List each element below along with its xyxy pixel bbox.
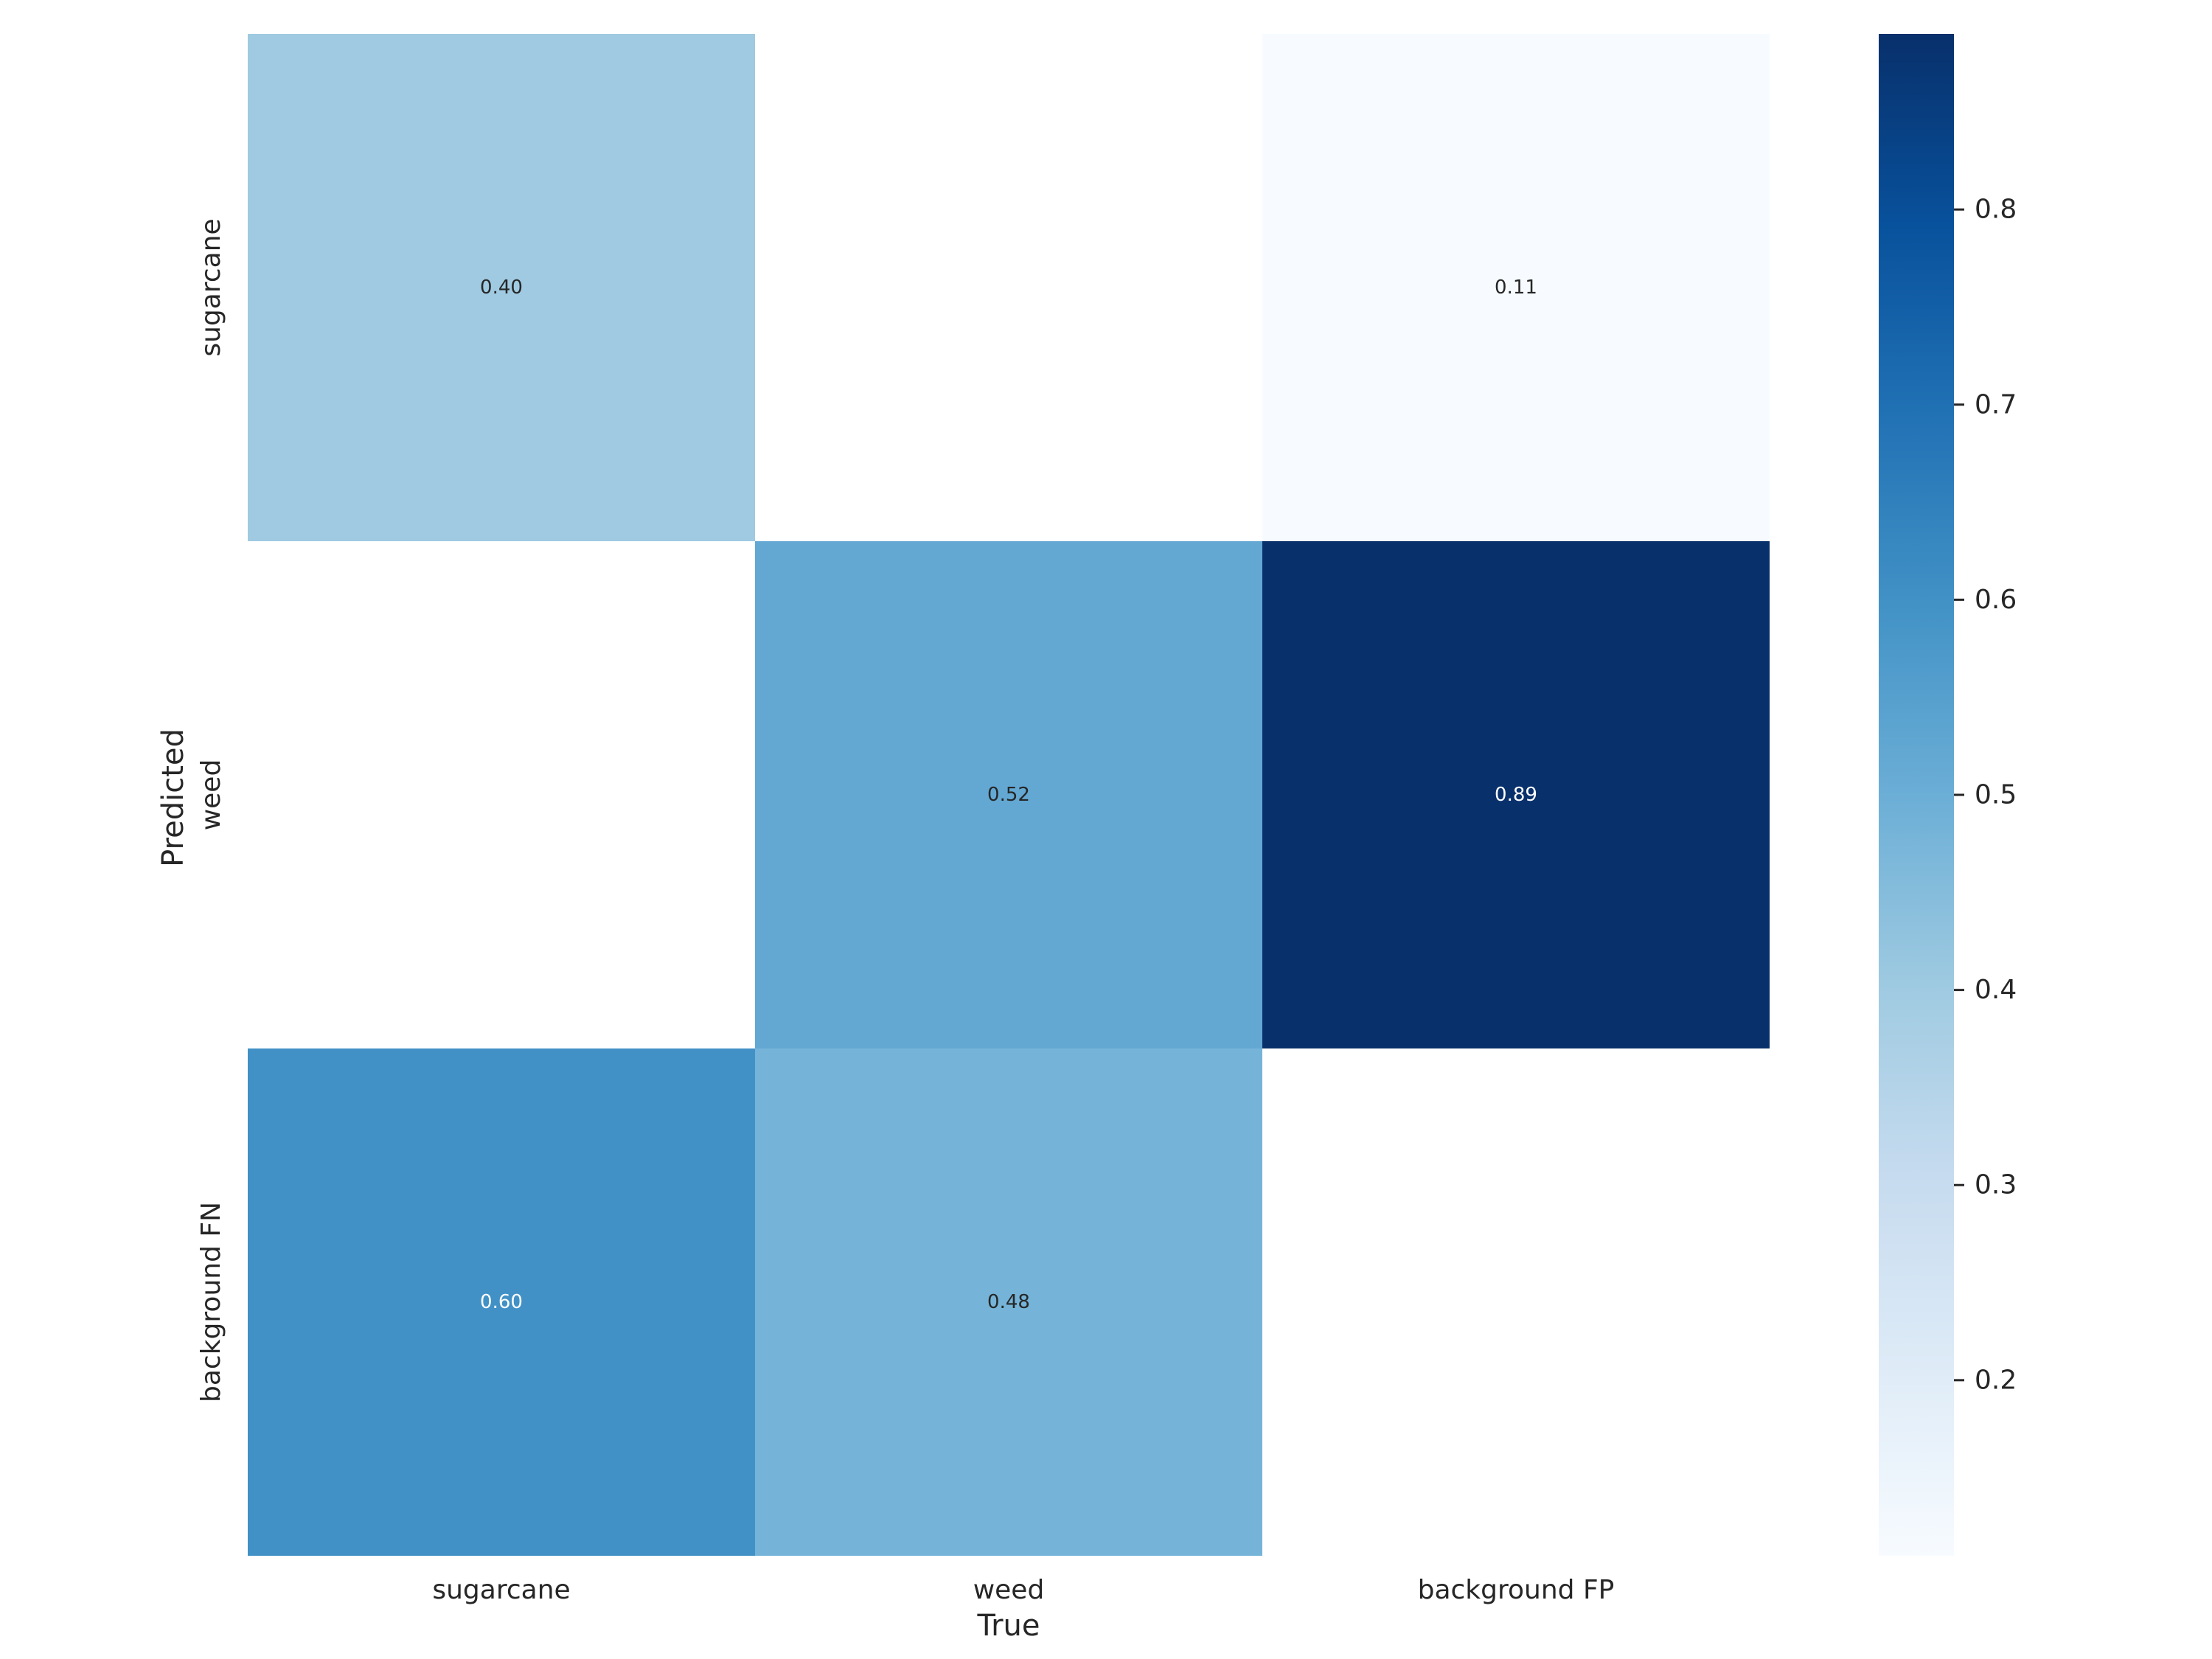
colorbar-tick-label: 0.2 (1975, 1365, 2017, 1395)
colorbar-tick-label: 0.8 (1975, 195, 2017, 225)
heatmap-cell (248, 1048, 755, 1556)
cell-value-label: 0.52 (987, 784, 1030, 806)
colorbar-tick-label: 0.5 (1975, 780, 2017, 810)
colorbar-tick-label: 0.6 (1975, 585, 2017, 615)
colorbar-tick-label: 0.4 (1975, 975, 2017, 1005)
x-tick-label: background FP (1418, 1575, 1615, 1605)
cell-value-label: 0.40 (480, 276, 523, 299)
x-axis-title: True (977, 1609, 1040, 1643)
colorbar-gradient (1879, 34, 1954, 1556)
cell-value-label: 0.89 (1495, 784, 1537, 806)
cell-value-label: 0.48 (987, 1291, 1030, 1313)
colorbar-tick-label: 0.3 (1975, 1170, 2017, 1200)
colorbar: 0.2 0.3 0.4 0.5 0.6 0.7 0.8 (1879, 34, 2017, 1556)
x-tick-label: sugarcane (432, 1575, 570, 1605)
y-tick-label: weed (196, 759, 226, 831)
heatmap-cell (1262, 34, 1770, 541)
x-tick-label: weed (973, 1575, 1045, 1605)
y-tick-labels: sugarcane weed background FN (196, 218, 226, 1402)
cell-value-label: 0.60 (480, 1291, 523, 1313)
colorbar-ticks: 0.2 0.3 0.4 0.5 0.6 0.7 0.8 (1954, 195, 2017, 1395)
x-tick-labels: sugarcane weed background FP (432, 1575, 1614, 1605)
heatmap-cell (1262, 541, 1770, 1048)
heatmap-cells: 0.40 0.11 0.52 0.89 0.60 0.48 (248, 34, 1770, 1556)
cell-value-label: 0.11 (1495, 276, 1537, 299)
colorbar-tick-label: 0.7 (1975, 389, 2017, 420)
y-tick-label: background FN (196, 1202, 226, 1402)
y-axis-title: Predicted (156, 728, 190, 867)
y-tick-label: sugarcane (196, 218, 226, 356)
heatmap-cell (755, 1048, 1262, 1556)
heatmap-cell (248, 34, 755, 541)
heatmap-cell (755, 541, 1262, 1048)
